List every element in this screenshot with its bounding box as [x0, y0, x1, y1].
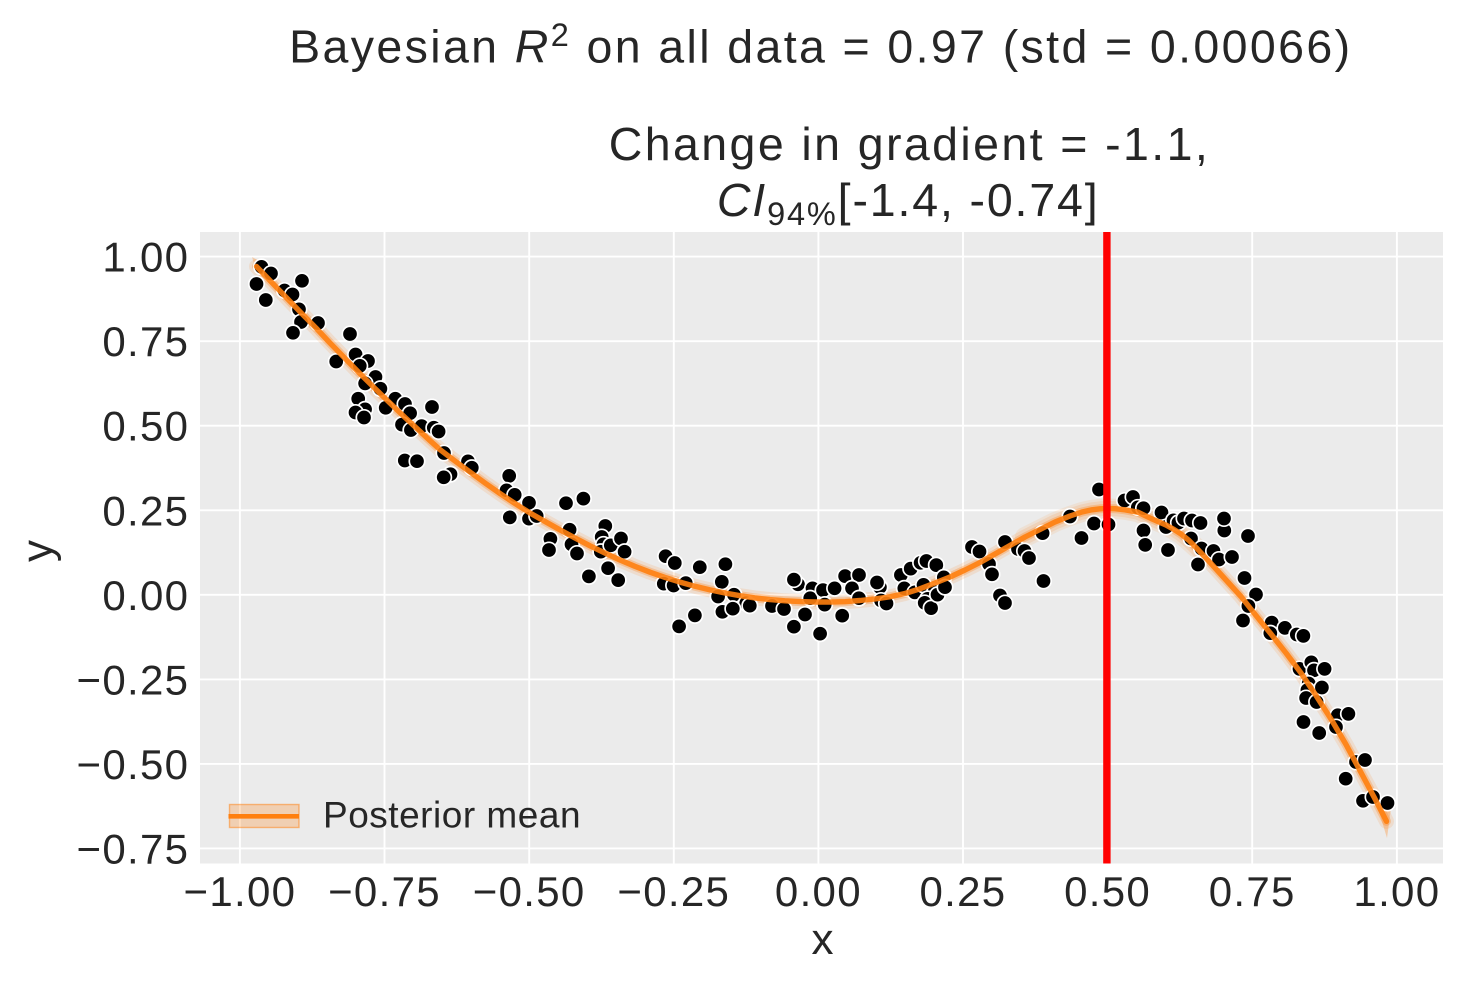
svg-text:0.75: 0.75 [102, 318, 189, 365]
svg-text:−1.00: −1.00 [184, 868, 297, 915]
svg-text:x: x [812, 915, 834, 964]
svg-text:−0.25: −0.25 [77, 656, 190, 703]
svg-text:0.50: 0.50 [102, 403, 189, 450]
svg-text:0.00: 0.00 [102, 572, 189, 619]
svg-text:1.00: 1.00 [102, 234, 189, 281]
svg-text:0.25: 0.25 [102, 487, 189, 534]
svg-text:CI94%[-1.4, -0.74]: CI94%[-1.4, -0.74] [717, 174, 1100, 232]
svg-text:−0.50: −0.50 [473, 868, 586, 915]
svg-text:−0.25: −0.25 [617, 868, 730, 915]
svg-text:0.50: 0.50 [1064, 868, 1151, 915]
svg-text:−0.50: −0.50 [77, 741, 190, 788]
svg-text:1.00: 1.00 [1353, 868, 1440, 915]
svg-text:−0.75: −0.75 [77, 825, 190, 872]
svg-text:Change in gradient = -1.1,: Change in gradient = -1.1, [609, 118, 1210, 170]
svg-text:0.00: 0.00 [775, 868, 862, 915]
svg-text:y: y [13, 540, 62, 562]
svg-text:−0.75: −0.75 [328, 868, 441, 915]
svg-text:Posterior mean: Posterior mean [323, 795, 581, 836]
svg-text:0.25: 0.25 [920, 868, 1007, 915]
svg-text:0.75: 0.75 [1209, 868, 1296, 915]
svg-text:Bayesian R2 on all data = 0.97: Bayesian R2 on all data = 0.97 (std = 0.… [289, 17, 1352, 73]
